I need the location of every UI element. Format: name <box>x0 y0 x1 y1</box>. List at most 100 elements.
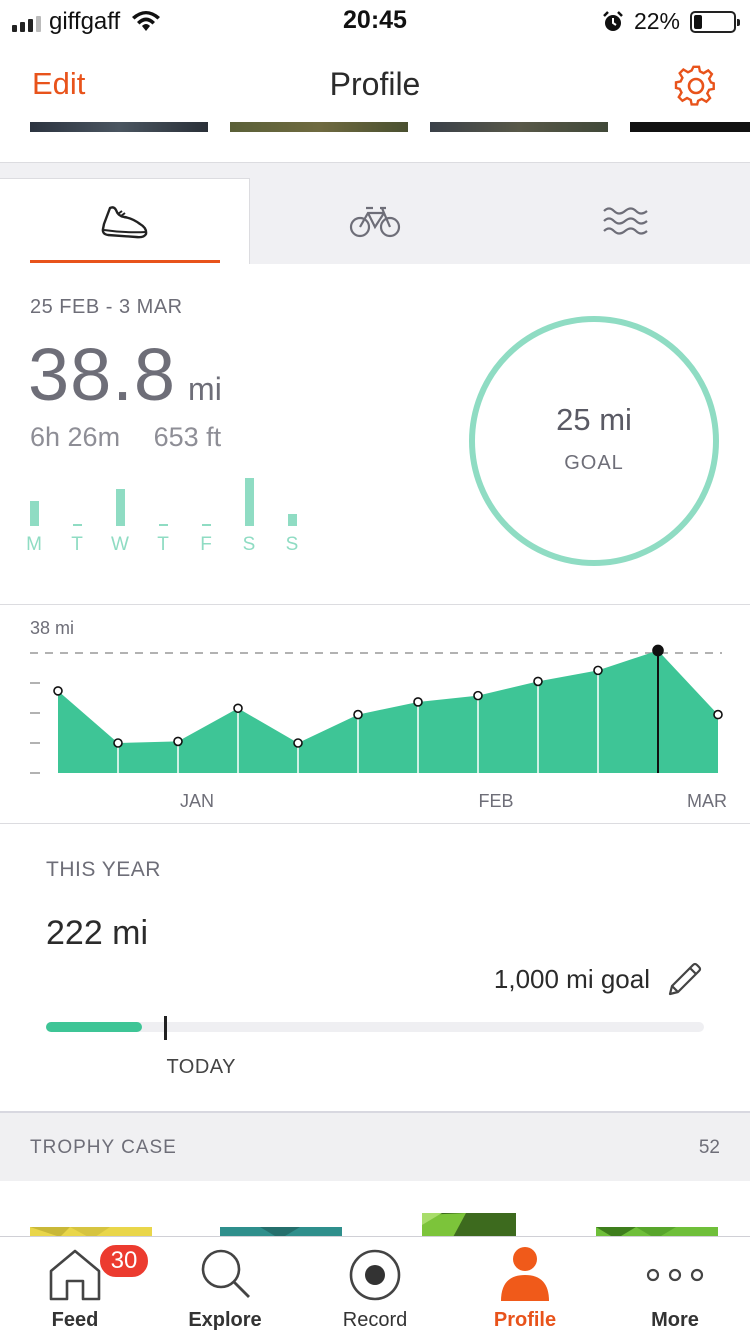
alarm-icon <box>603 10 623 31</box>
data-point <box>593 665 603 676</box>
data-point <box>353 709 363 720</box>
year-goal[interactable]: 1,000 mi goal <box>494 960 704 998</box>
tab-explore[interactable]: Explore <box>150 1237 300 1334</box>
goal-label: GOAL <box>564 452 624 474</box>
wifi-icon <box>132 11 161 31</box>
tab-swim[interactable] <box>500 178 750 264</box>
data-point <box>413 697 423 707</box>
tab-profile[interactable]: Profile <box>450 1237 600 1334</box>
x-axis-label: JAN <box>180 791 214 811</box>
tab-more[interactable]: More <box>600 1237 750 1334</box>
weekly-summary: 25 FEB - 3 MAR 38.8 mi 6h 26m 653 ft M T W… <box>0 264 750 604</box>
week-distance: 38.8 mi <box>28 332 222 417</box>
week-date-range: 25 FEB - 3 MAR <box>30 296 183 318</box>
day-label: T <box>157 534 169 555</box>
tab-explore-label: Explore <box>188 1309 262 1331</box>
year-progress-bar <box>46 1022 704 1032</box>
tab-profile-label: Profile <box>493 1309 557 1331</box>
more-dots-icon <box>646 1268 704 1282</box>
data-point <box>533 676 543 687</box>
day-bar <box>30 501 39 526</box>
bicycle-icon <box>349 206 401 238</box>
tab-run[interactable] <box>0 178 250 264</box>
day-label: S <box>285 534 299 555</box>
active-tab-indicator <box>30 260 220 263</box>
person-icon <box>501 1247 549 1301</box>
carrier-name: giffgaff <box>49 8 121 35</box>
year-progress-fill <box>46 1022 143 1032</box>
data-point <box>173 736 183 747</box>
x-axis-label: FEB <box>478 791 513 811</box>
weekly-trend-chart[interactable]: 38 mi JAN FEB MAR <box>0 605 750 823</box>
data-point <box>113 738 123 748</box>
today-marker <box>164 1016 168 1040</box>
trophy-badge[interactable] <box>220 1181 342 1237</box>
trend-chart-svg: 38 mi JAN FEB MAR <box>30 618 727 811</box>
trophy-case-header[interactable]: TROPHY CASE 52 <box>0 1111 750 1181</box>
swim-waves-icon <box>603 207 648 235</box>
data-point <box>233 703 243 714</box>
trophy-badge[interactable] <box>596 1181 718 1237</box>
tab-record[interactable]: Record <box>300 1237 450 1334</box>
day-label: W <box>111 534 129 555</box>
trophy-badge[interactable] <box>30 1181 152 1237</box>
year-heading: THIS YEAR <box>46 858 161 881</box>
trophy-count: 52 <box>698 1137 720 1158</box>
nav-bar: Edit Profile <box>0 40 750 128</box>
week-distance-unit: mi <box>188 371 222 407</box>
data-point <box>53 686 63 696</box>
activity-photo[interactable] <box>430 122 608 132</box>
tab-more-label: More <box>651 1309 699 1331</box>
page-title: Profile <box>329 66 421 102</box>
week-elevation: 653 ft <box>153 422 222 452</box>
highlight-point <box>652 644 664 657</box>
photo-strip[interactable] <box>0 122 750 134</box>
trophy-row <box>0 1181 750 1237</box>
data-point <box>473 690 483 701</box>
pencil-icon[interactable] <box>666 960 704 998</box>
sport-tabs <box>0 178 750 264</box>
signal-icon <box>12 12 41 32</box>
trophy-case-title: TROPHY CASE <box>30 1137 177 1158</box>
tab-feed-label: Feed <box>51 1309 99 1331</box>
trophy-badge[interactable] <box>422 1181 516 1237</box>
week-distance-value: 38.8 <box>28 333 177 416</box>
day-bar <box>73 524 82 526</box>
weekly-goal-ring[interactable]: 25 mi GOAL <box>469 316 719 566</box>
activity-photo[interactable] <box>630 122 750 132</box>
running-shoe-icon <box>101 205 147 238</box>
year-distance: 222 mi <box>46 914 149 952</box>
divider <box>0 823 750 824</box>
year-summary: THIS YEAR 222 mi 1,000 mi goal TODAY <box>0 824 750 1110</box>
week-time: 6h 26m <box>30 422 121 452</box>
day-label: S <box>242 534 256 555</box>
day-label: F <box>200 534 212 555</box>
day-bar <box>116 488 125 526</box>
day-label: T <box>71 534 83 555</box>
tab-record-label: Record <box>342 1309 408 1331</box>
divider <box>0 604 750 605</box>
goal-value: 25 mi <box>556 402 632 437</box>
data-point <box>713 709 723 720</box>
day-bar <box>159 524 168 526</box>
home-icon <box>49 1249 101 1301</box>
chart-max-label: 38 mi <box>30 618 74 638</box>
day-label: M <box>26 534 42 555</box>
status-time: 20:45 <box>343 6 407 34</box>
activity-photo[interactable] <box>230 122 408 132</box>
chart-area <box>58 650 718 773</box>
day-bar <box>288 514 297 526</box>
gear-icon[interactable] <box>674 64 718 108</box>
bottom-tab-bar: Feed 30 Explore Record Profile <box>0 1236 750 1334</box>
day-bar <box>202 524 211 526</box>
search-icon <box>201 1249 250 1298</box>
edit-button[interactable]: Edit <box>32 66 86 101</box>
battery-percent: 22% <box>633 8 680 34</box>
x-axis-label: MAR <box>687 791 727 811</box>
tab-ride[interactable] <box>250 178 500 264</box>
tab-feed[interactable]: Feed 30 <box>0 1237 150 1334</box>
data-point <box>293 738 303 748</box>
year-goal-label: 1,000 mi goal <box>493 963 650 994</box>
activity-photo[interactable] <box>30 122 208 132</box>
